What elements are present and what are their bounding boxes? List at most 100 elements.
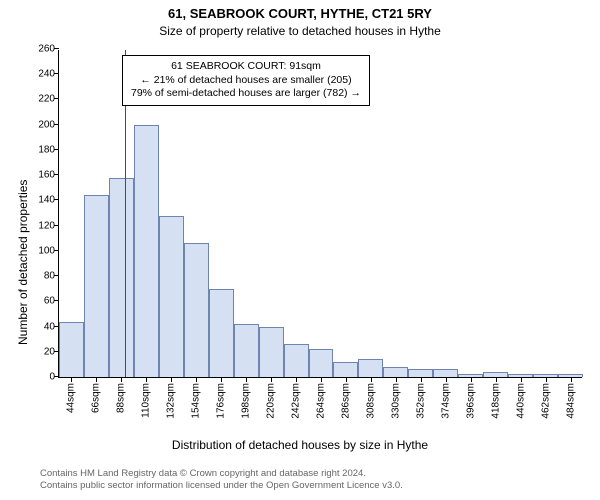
histogram-bar [408,369,433,377]
x-tick-label: 88sqm [116,383,127,413]
y-tick-label: 20 [44,346,59,357]
x-tick-mark [71,377,72,382]
y-tick-mark [54,225,59,226]
x-tick-label: 176sqm [216,383,227,419]
x-tick-label: 352sqm [415,383,426,419]
x-tick-mark [146,377,147,382]
x-tick-mark [246,377,247,382]
y-tick-label: 180 [38,144,59,155]
histogram-bar [383,367,408,377]
histogram-bar [134,125,159,377]
x-tick-mark [421,377,422,382]
x-tick-mark [321,377,322,382]
chart-footer: Contains HM Land Registry data © Crown c… [40,468,403,492]
y-tick-mark [54,73,59,74]
y-tick-mark [54,149,59,150]
y-tick-mark [54,300,59,301]
y-tick-mark [54,250,59,251]
x-tick-label: 418sqm [490,383,501,419]
histogram-bar [234,324,259,377]
info-line-2: ← 21% of detached houses are smaller (20… [131,74,361,88]
histogram-bar [209,289,234,377]
y-tick-mark [54,275,59,276]
y-tick-mark [54,98,59,99]
x-tick-mark [496,377,497,382]
info-line-3: 79% of semi-detached houses are larger (… [131,87,361,101]
x-tick-label: 264sqm [316,383,327,419]
x-tick-label: 484sqm [565,383,576,419]
y-tick-label: 240 [38,69,59,80]
x-tick-mark [221,377,222,382]
histogram-bar [483,372,508,377]
y-tick-label: 160 [38,170,59,181]
y-tick-mark [54,124,59,125]
x-tick-label: 308sqm [365,383,376,419]
footer-line-2: Contains public sector information licen… [40,480,403,492]
x-tick-label: 44sqm [66,383,77,413]
chart-subtitle: Size of property relative to detached ho… [0,24,600,38]
chart-container: { "title": { "text": "61, SEABROOK COURT… [0,0,600,500]
x-tick-mark [546,377,547,382]
y-tick-label: 220 [38,94,59,105]
y-tick-label: 40 [44,321,59,332]
y-tick-label: 140 [38,195,59,206]
y-tick-label: 260 [38,44,59,55]
info-box: 61 SEABROOK COURT: 91sqm ← 21% of detach… [122,55,370,106]
histogram-bar [433,369,458,377]
x-tick-mark [471,377,472,382]
x-tick-mark [271,377,272,382]
y-tick-label: 0 [49,372,59,383]
x-tick-mark [396,377,397,382]
footer-line-1: Contains HM Land Registry data © Crown c… [40,468,403,480]
x-tick-label: 198sqm [241,383,252,419]
x-tick-mark [571,377,572,382]
x-tick-mark [446,377,447,382]
histogram-bar [284,344,309,377]
histogram-bar [458,374,483,377]
histogram-bar [259,327,284,377]
x-tick-mark [121,377,122,382]
histogram-bar [533,374,558,377]
x-tick-mark [196,377,197,382]
y-tick-label: 120 [38,220,59,231]
x-axis-label: Distribution of detached houses by size … [0,438,600,452]
x-tick-mark [296,377,297,382]
histogram-bar [84,195,109,377]
x-tick-mark [171,377,172,382]
x-tick-mark [346,377,347,382]
x-tick-label: 220sqm [266,383,277,419]
y-tick-label: 80 [44,271,59,282]
x-tick-label: 132sqm [166,383,177,419]
y-tick-label: 200 [38,119,59,130]
x-tick-label: 396sqm [465,383,476,419]
x-tick-label: 462sqm [540,383,551,419]
histogram-bar [508,374,533,377]
x-tick-mark [371,377,372,382]
y-tick-label: 60 [44,296,59,307]
x-tick-mark [96,377,97,382]
x-tick-label: 440sqm [515,383,526,419]
histogram-bar [333,362,358,377]
x-tick-label: 110sqm [141,383,152,418]
x-tick-label: 154sqm [191,383,202,419]
histogram-bar [59,322,84,378]
histogram-bar [358,359,383,377]
info-line-1: 61 SEABROOK COURT: 91sqm [131,60,361,74]
x-tick-label: 242sqm [291,383,302,419]
y-tick-mark [54,199,59,200]
x-tick-mark [521,377,522,382]
chart-title: 61, SEABROOK COURT, HYTHE, CT21 5RY [0,6,600,21]
y-tick-mark [54,174,59,175]
x-tick-label: 330sqm [390,383,401,419]
y-tick-mark [54,48,59,49]
histogram-bar [558,374,583,377]
histogram-bar [309,349,334,377]
y-axis-label: Number of detached properties [16,180,30,345]
histogram-bar [184,243,209,377]
histogram-bar [109,178,134,377]
x-tick-label: 286sqm [340,383,351,419]
histogram-bar [159,216,184,377]
x-tick-label: 374sqm [440,383,451,419]
x-tick-label: 66sqm [91,383,102,413]
y-tick-label: 100 [38,245,59,256]
